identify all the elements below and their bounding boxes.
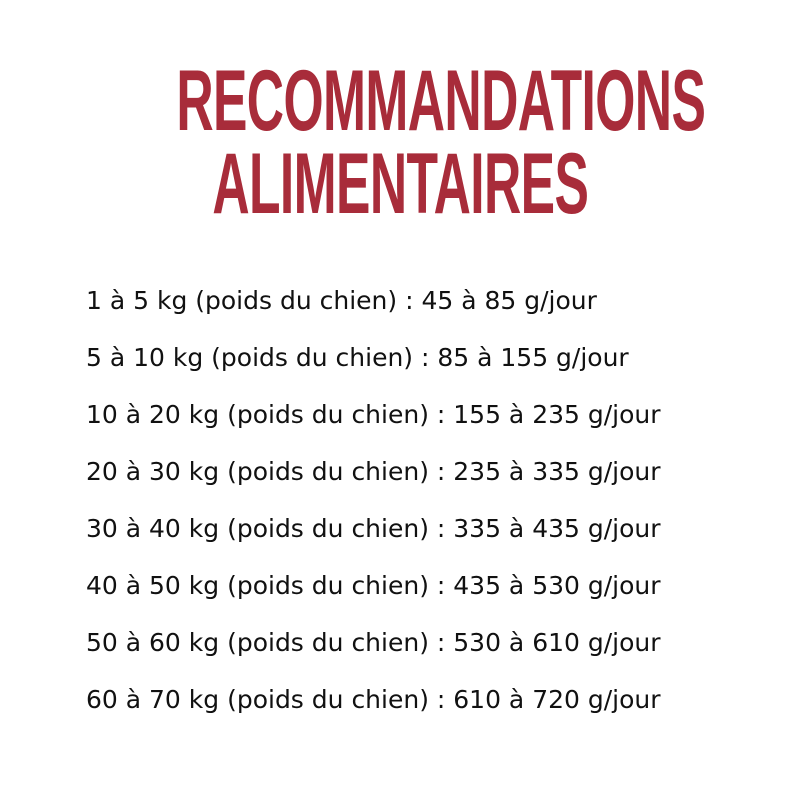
feeding-list: 1 à 5 kg (poids du chien) : 45 à 85 g/jo… (86, 282, 661, 738)
title-line-1: RECOMMANDATIONS (0, 58, 800, 144)
list-item: 20 à 30 kg (poids du chien) : 235 à 335 … (86, 457, 661, 486)
list-item: 5 à 10 kg (poids du chien) : 85 à 155 g/… (86, 343, 629, 372)
list-item: 10 à 20 kg (poids du chien) : 155 à 235 … (86, 400, 661, 429)
title-text-2: ALIMENTAIRES (212, 136, 589, 232)
list-item: 1 à 5 kg (poids du chien) : 45 à 85 g/jo… (86, 286, 597, 315)
title-line-2: ALIMENTAIRES (0, 141, 800, 227)
list-item: 60 à 70 kg (poids du chien) : 610 à 720 … (86, 685, 661, 714)
title-text-1: RECOMMANDATIONS (176, 53, 706, 149)
list-item: 30 à 40 kg (poids du chien) : 335 à 435 … (86, 514, 661, 543)
list-item: 50 à 60 kg (poids du chien) : 530 à 610 … (86, 628, 661, 657)
list-item: 40 à 50 kg (poids du chien) : 435 à 530 … (86, 571, 661, 600)
